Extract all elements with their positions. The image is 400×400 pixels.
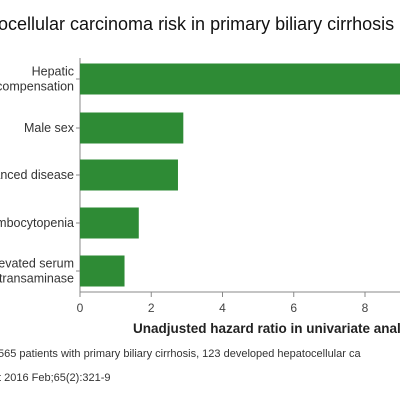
x-tick-label-6: 6 (290, 301, 297, 315)
category-label-1-line-2: compensation (0, 80, 74, 94)
bar-5 (80, 255, 125, 287)
x-tick-label-4: 4 (219, 301, 226, 315)
category-label-4-line-1: mbocytopenia (0, 216, 74, 230)
footnote-2: t 2016 Feb;65(2):321-9 (0, 372, 111, 384)
category-label-1-line-1: Hepatic (32, 65, 74, 79)
footnote-1: 565 patients with primary biliary cirrho… (0, 348, 361, 360)
x-axis-label: Unadjusted hazard ratio in univariate an… (133, 321, 400, 336)
x-tick-label-8: 8 (362, 301, 369, 315)
category-label-5-line-2: transaminase (0, 272, 74, 286)
category-label-5-line-1: levated serum (0, 257, 74, 271)
category-label-3-line-1: anced disease (0, 168, 74, 182)
category-label-2-line-1: Male sex (24, 121, 75, 135)
x-tick-label-2: 2 (148, 301, 155, 315)
x-tick-label-0: 0 (77, 301, 84, 315)
bar-4 (80, 207, 139, 239)
bar-1 (80, 63, 400, 95)
chart-title: ocellular carcinoma risk in primary bili… (0, 14, 394, 34)
bar-2 (80, 112, 184, 144)
bar-3 (80, 159, 178, 191)
